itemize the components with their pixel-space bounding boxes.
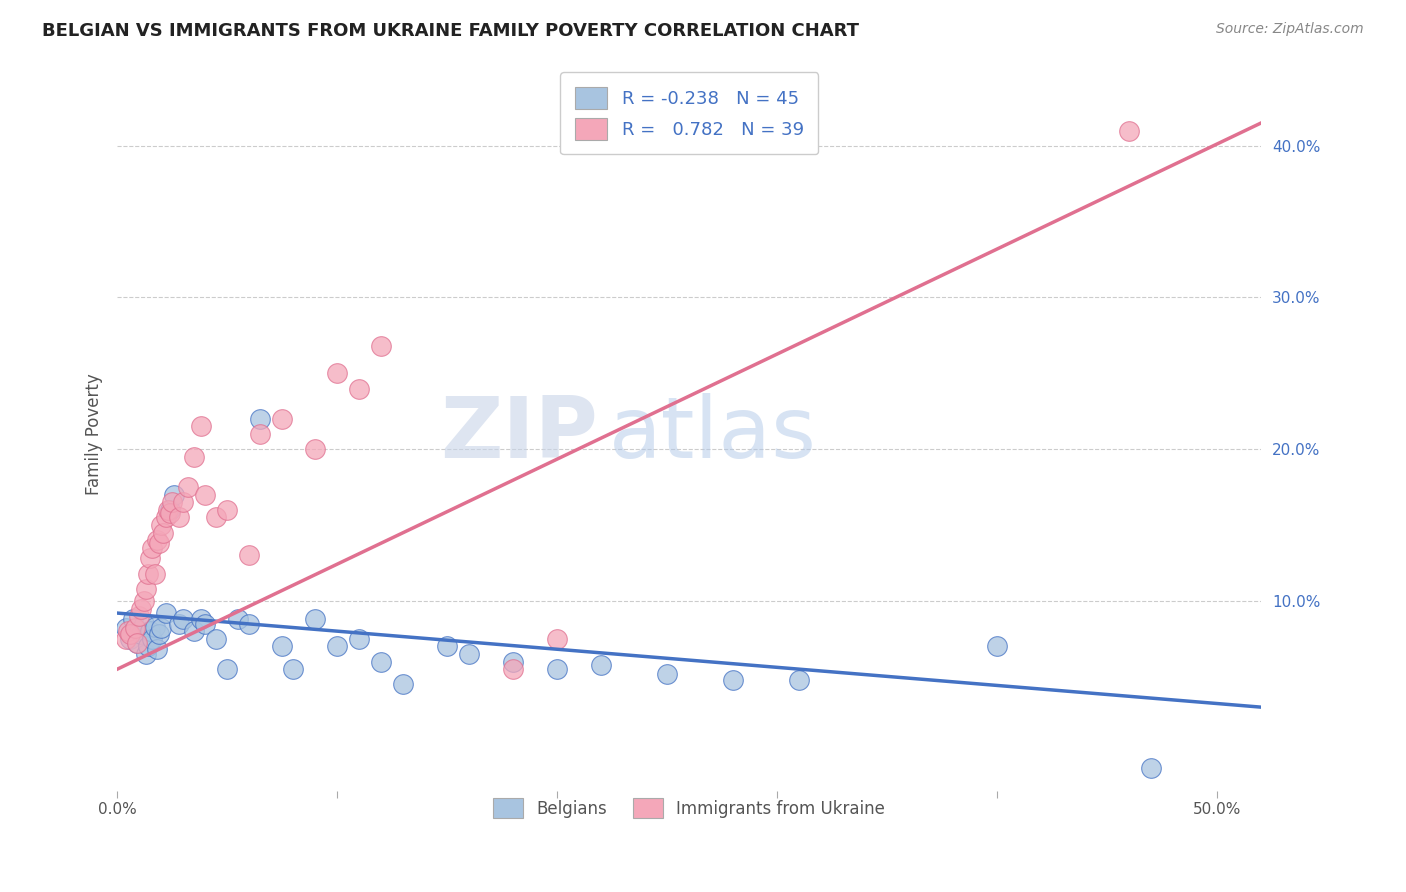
Point	[238, 549, 260, 563]
Point	[655, 666, 678, 681]
Text: ZIP: ZIP	[440, 392, 598, 475]
Point	[155, 510, 177, 524]
Point	[143, 620, 166, 634]
Point	[152, 525, 174, 540]
Point	[217, 503, 239, 517]
Point	[117, 624, 139, 639]
Point	[156, 503, 179, 517]
Point	[190, 419, 212, 434]
Point	[347, 632, 370, 646]
Point	[370, 339, 392, 353]
Text: atlas: atlas	[609, 392, 817, 475]
Point	[205, 632, 228, 646]
Point	[249, 412, 271, 426]
Point	[1118, 123, 1140, 137]
Point	[217, 662, 239, 676]
Point	[347, 382, 370, 396]
Point	[304, 442, 326, 457]
Point	[146, 533, 169, 548]
Point	[121, 612, 143, 626]
Point	[159, 506, 181, 520]
Point	[238, 616, 260, 631]
Point	[546, 632, 568, 646]
Point	[141, 632, 163, 646]
Point	[136, 566, 159, 581]
Point	[249, 427, 271, 442]
Point	[458, 647, 481, 661]
Point	[304, 612, 326, 626]
Point	[163, 488, 186, 502]
Point	[131, 627, 153, 641]
Point	[271, 412, 294, 426]
Point	[436, 640, 458, 654]
Point	[135, 647, 157, 661]
Point	[146, 642, 169, 657]
Point	[183, 450, 205, 464]
Y-axis label: Family Poverty: Family Poverty	[86, 373, 103, 495]
Point	[502, 662, 524, 676]
Text: BELGIAN VS IMMIGRANTS FROM UKRAINE FAMILY POVERTY CORRELATION CHART: BELGIAN VS IMMIGRANTS FROM UKRAINE FAMIL…	[42, 22, 859, 40]
Point	[120, 632, 142, 646]
Point	[141, 541, 163, 555]
Point	[143, 566, 166, 581]
Point	[172, 612, 194, 626]
Point	[591, 657, 613, 672]
Point	[132, 616, 155, 631]
Legend: Belgians, Immigrants from Ukraine: Belgians, Immigrants from Ukraine	[486, 791, 891, 825]
Point	[124, 621, 146, 635]
Point	[226, 612, 249, 626]
Point	[326, 367, 349, 381]
Point	[139, 624, 162, 639]
Point	[283, 662, 305, 676]
Text: Source: ZipAtlas.com: Source: ZipAtlas.com	[1216, 22, 1364, 37]
Point	[125, 636, 148, 650]
Point	[1140, 761, 1163, 775]
Point	[502, 655, 524, 669]
Point	[139, 551, 162, 566]
Point	[370, 655, 392, 669]
Point	[271, 640, 294, 654]
Point	[150, 621, 173, 635]
Point	[148, 627, 170, 641]
Point	[167, 616, 190, 631]
Point	[172, 495, 194, 509]
Point	[176, 480, 198, 494]
Point	[131, 601, 153, 615]
Point	[205, 510, 228, 524]
Point	[326, 640, 349, 654]
Point	[125, 636, 148, 650]
Point	[115, 621, 138, 635]
Point	[132, 594, 155, 608]
Point	[392, 677, 415, 691]
Point	[128, 609, 150, 624]
Point	[136, 640, 159, 654]
Point	[148, 536, 170, 550]
Point	[787, 673, 810, 687]
Point	[150, 518, 173, 533]
Point	[135, 582, 157, 596]
Point	[194, 488, 217, 502]
Point	[721, 673, 744, 687]
Point	[160, 495, 183, 509]
Point	[167, 510, 190, 524]
Point	[986, 640, 1008, 654]
Point	[183, 624, 205, 639]
Point	[190, 612, 212, 626]
Point	[546, 662, 568, 676]
Point	[155, 606, 177, 620]
Point	[128, 624, 150, 639]
Point	[159, 503, 181, 517]
Point	[120, 627, 142, 641]
Point	[194, 616, 217, 631]
Point	[115, 632, 138, 646]
